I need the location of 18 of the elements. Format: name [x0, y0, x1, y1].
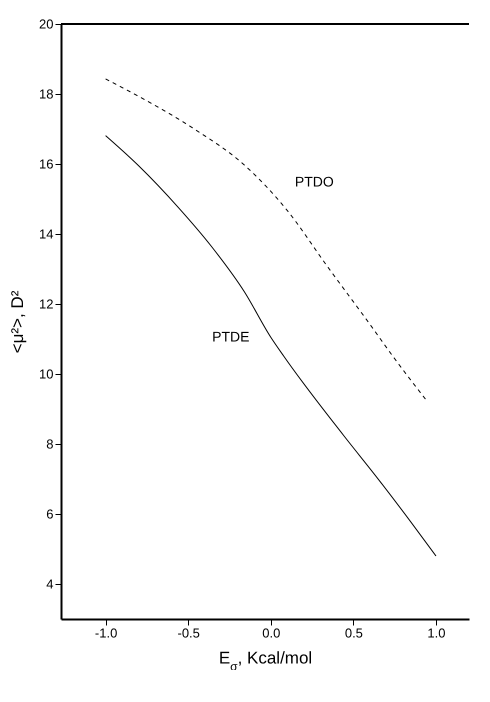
- y-tick-label: 16: [39, 156, 54, 172]
- x-tick-label: 0.5: [344, 626, 363, 640]
- series-label: PTDE: [212, 328, 250, 344]
- y-tick-label: 18: [39, 86, 54, 102]
- x-tick-label: 1.0: [427, 626, 446, 640]
- y-tick-label: 10: [39, 366, 54, 382]
- x-tick-label: 0.0: [262, 626, 280, 640]
- y-tick-label: 20: [39, 16, 54, 32]
- x-tick-label: -1.0: [94, 626, 118, 640]
- x-tick-label: -0.5: [177, 626, 200, 640]
- series-label: PTDO: [294, 174, 334, 190]
- y-tick-label: 4: [46, 576, 54, 592]
- line-series: [105, 135, 436, 556]
- y-tick-label: 14: [39, 226, 54, 242]
- y-tick-label: 8: [46, 436, 54, 452]
- y-tick-label: 6: [46, 506, 54, 522]
- y-axis-title: <μ²>, D²: [8, 290, 28, 354]
- y-tick-label: 12: [39, 296, 54, 312]
